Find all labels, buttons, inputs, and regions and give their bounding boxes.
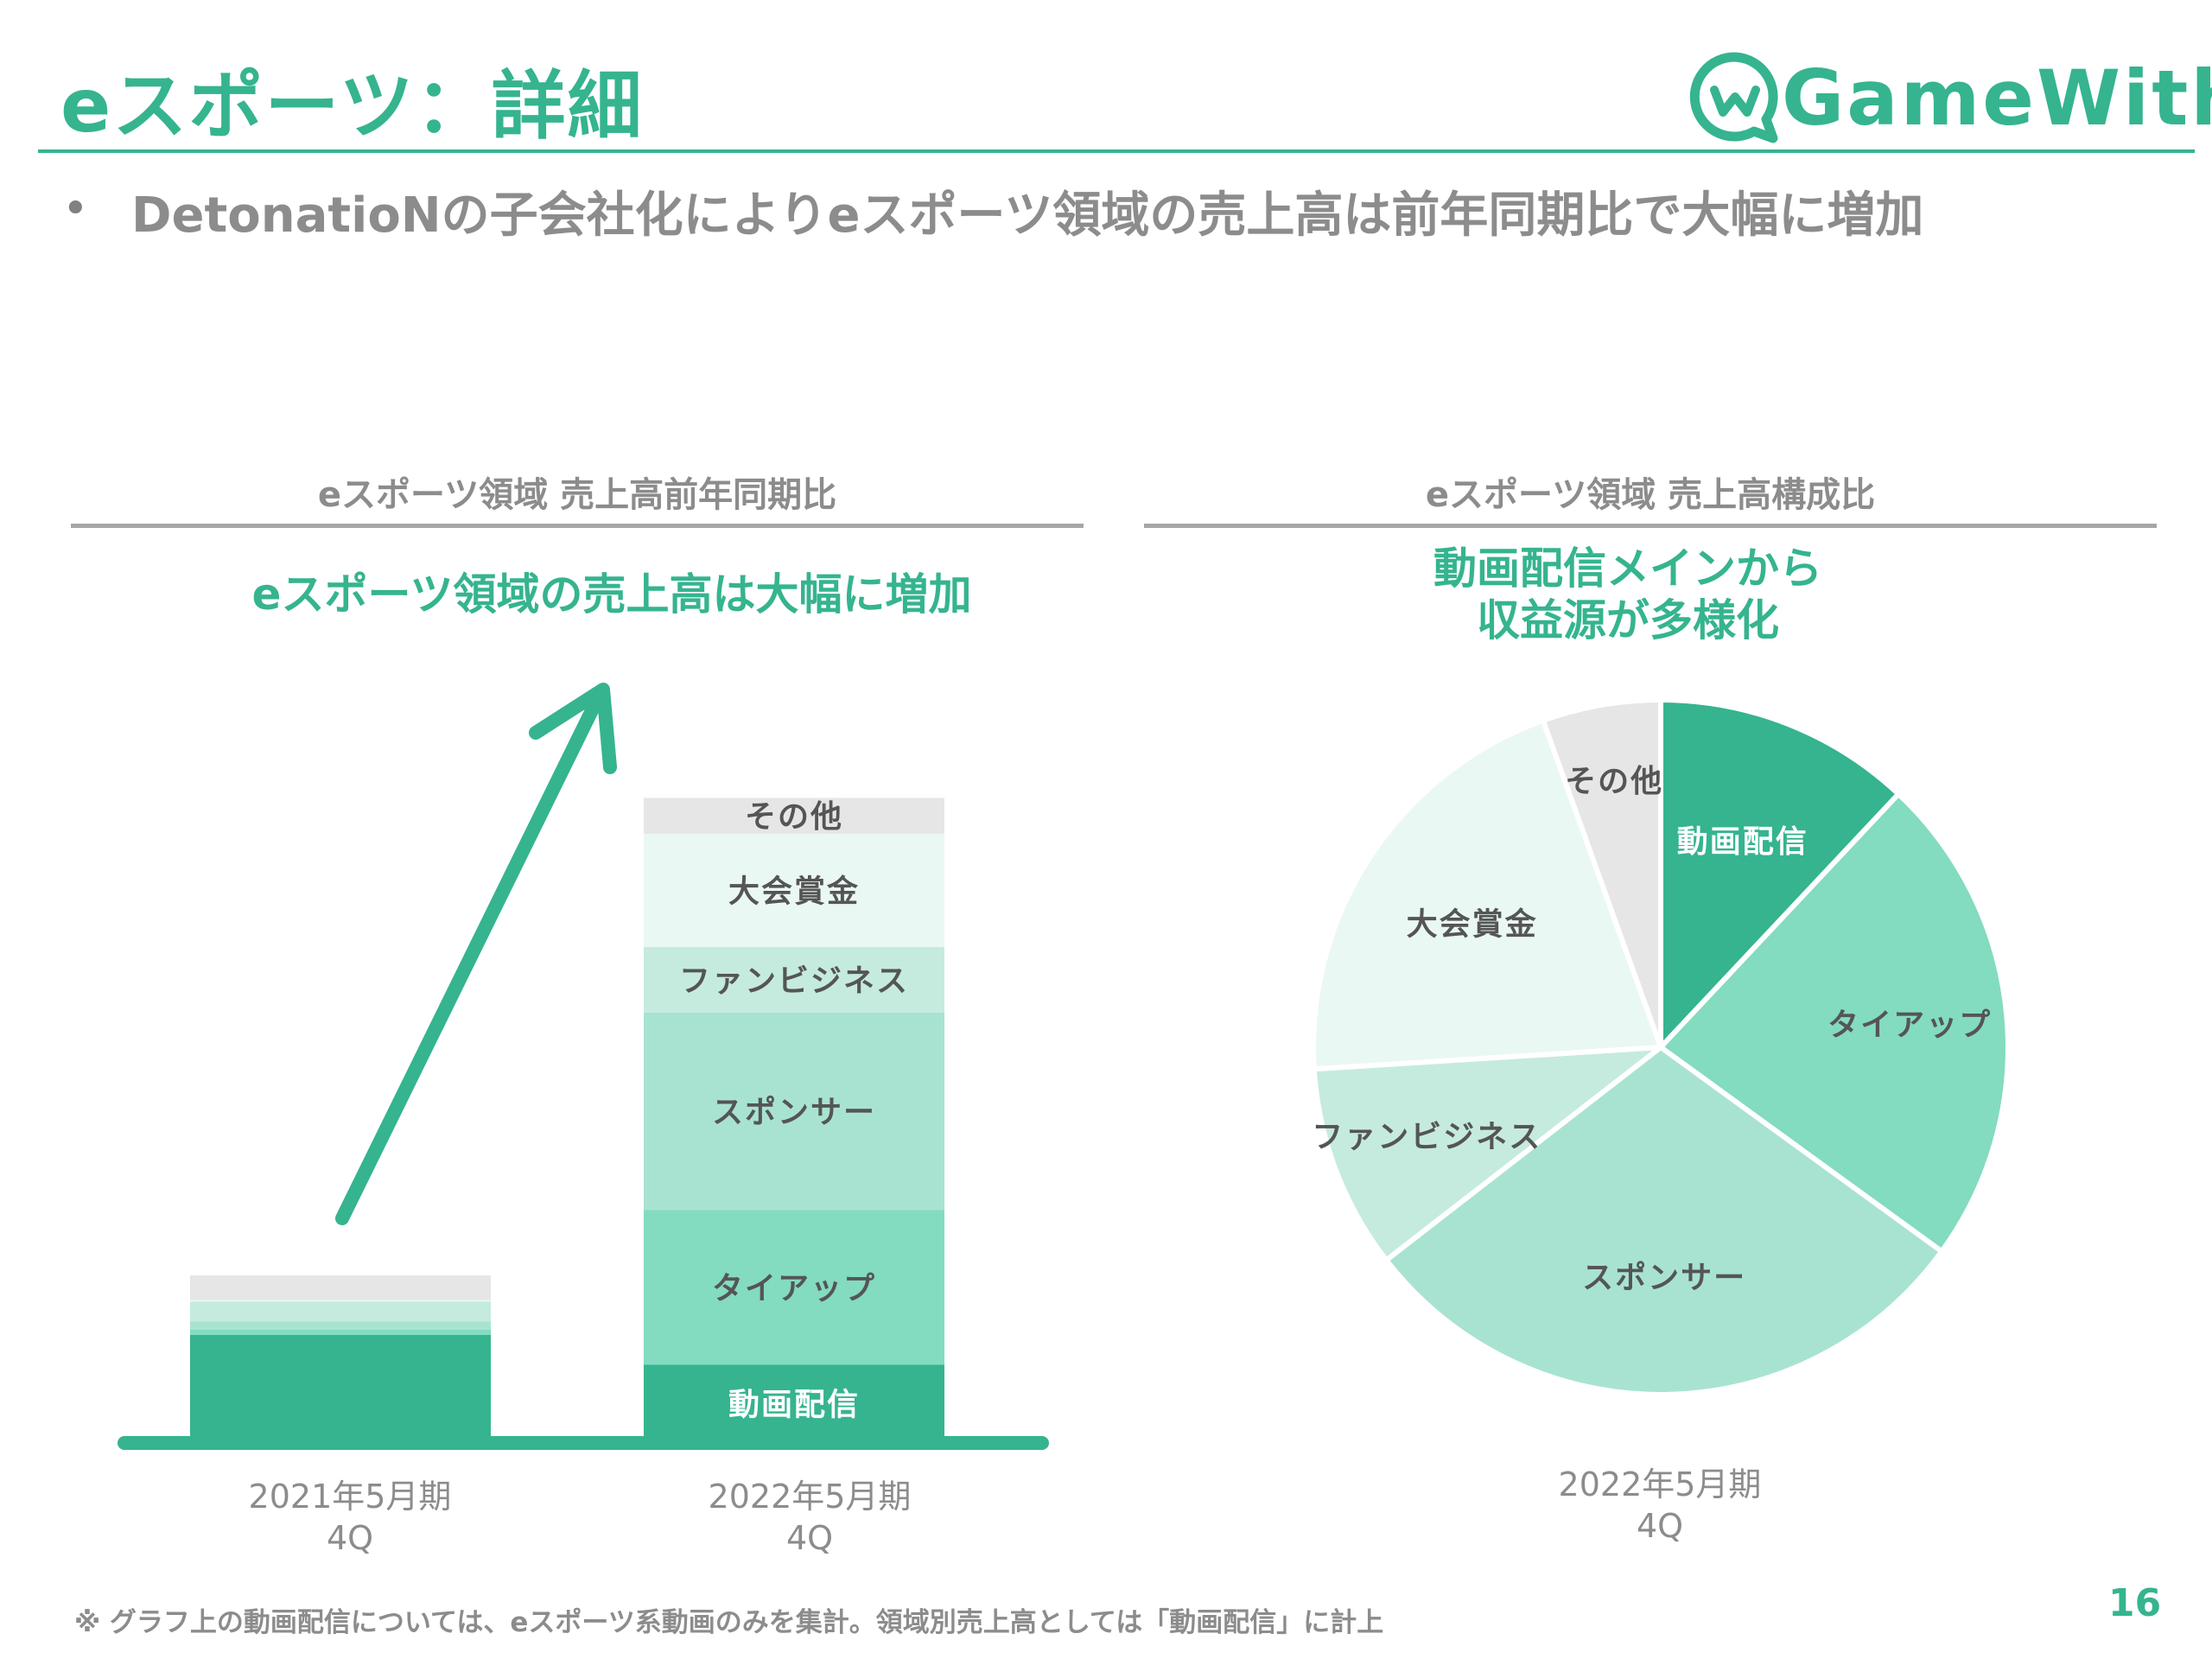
pie-slice-label: ファンビジネス xyxy=(1312,1119,1541,1154)
x-label-2022-period: 2022年5月期 xyxy=(708,1478,912,1516)
bar-segment-0-4 xyxy=(190,1300,491,1302)
bar-segment-label: ファンビジネス xyxy=(679,963,909,999)
summary-bullet: DetonatioNの子会社化によりeスポーツ領域の売上高は前年同期比で大幅に増… xyxy=(131,188,1924,244)
right-headline-line2: 収益源が多様化 xyxy=(1477,595,1779,645)
page-title: eスポーツ：詳細 xyxy=(60,63,644,149)
title-divider xyxy=(38,149,2195,153)
bar-segment-0-0 xyxy=(190,1335,491,1443)
bar-segment-0-1 xyxy=(190,1329,491,1336)
footnote: ※ グラフ上の動画配信については、eスポーツ系動画のみを集計。領域別売上高として… xyxy=(74,1607,1384,1638)
bar-segment-1-1 xyxy=(644,1210,944,1365)
bar-segment-1-0 xyxy=(644,1364,944,1443)
bar-segment-label: 動画配信 xyxy=(728,1388,860,1423)
pie-slice-label: 動画配信 xyxy=(1677,824,1808,860)
x-label-2022-quarter: 4Q xyxy=(785,1519,834,1557)
page-number: 16 xyxy=(2108,1581,2162,1625)
gamewith-logo xyxy=(1689,52,1778,143)
pie-slice-label: スポンサー xyxy=(1582,1259,1746,1295)
bar-segment-label: スポンサー xyxy=(712,1094,876,1130)
pie-x-label-quarter: 4Q xyxy=(1636,1507,1684,1545)
left-headline: eスポーツ領域の売上高は大幅に増加 xyxy=(251,569,972,620)
pie-x-label-period: 2022年5月期 xyxy=(1558,1465,1762,1503)
bar-segment-label: タイアップ xyxy=(712,1271,876,1306)
pie-slice-label: タイアップ xyxy=(1827,1007,1992,1043)
right-section-divider xyxy=(1144,524,2157,528)
bar-segment-label: 大会賞金 xyxy=(728,873,860,909)
increase-arrow-head xyxy=(529,683,617,774)
x-label-2022: 2022年5月期 4Q xyxy=(658,1476,961,1559)
chat-bubble-icon xyxy=(1689,52,1778,143)
bar-segment-0-2 xyxy=(190,1321,491,1330)
pie-slice-5 xyxy=(1540,697,1663,1050)
pie-slice-label: その他 xyxy=(1565,764,1663,799)
bar-segment-0-3 xyxy=(190,1301,491,1322)
bar-segment-1-5 xyxy=(644,798,944,834)
right-section-title: eスポーツ領域 売上高構成比 xyxy=(1425,475,1876,515)
left-section-divider xyxy=(71,524,1084,528)
x-label-2021: 2021年5月期 4Q xyxy=(199,1476,501,1559)
x-label-2021-period: 2021年5月期 xyxy=(248,1478,452,1516)
pie-slice-1 xyxy=(1658,791,2011,1255)
pie-slice-0 xyxy=(1658,697,1902,1050)
bar-segment-0-5 xyxy=(190,1275,491,1300)
left-section-title: eスポーツ領域 売上高前年同期比 xyxy=(317,475,837,515)
bar-segment-label: その他 xyxy=(745,799,843,835)
right-headline-line1: 動画配信メインから xyxy=(1433,543,1822,594)
x-label-2021-quarter: 4Q xyxy=(326,1519,374,1557)
bar-segment-1-3 xyxy=(644,946,944,1013)
pie-x-label: 2022年5月期 4Q xyxy=(1509,1464,1811,1547)
bar-segment-1-2 xyxy=(644,1012,944,1211)
bullet-marker: • xyxy=(62,183,89,235)
pie-slice-3 xyxy=(1311,1045,1663,1263)
pie-slice-2 xyxy=(1383,1045,1945,1397)
pie-slice-label: 大会賞金 xyxy=(1407,906,1538,943)
increase-arrow-shaft xyxy=(335,695,603,1225)
logo-wordmark: GameWith xyxy=(1782,54,2212,143)
right-headline: 動画配信メインから 収益源が多様化 xyxy=(1144,543,2112,646)
bar-segment-1-4 xyxy=(644,833,944,947)
